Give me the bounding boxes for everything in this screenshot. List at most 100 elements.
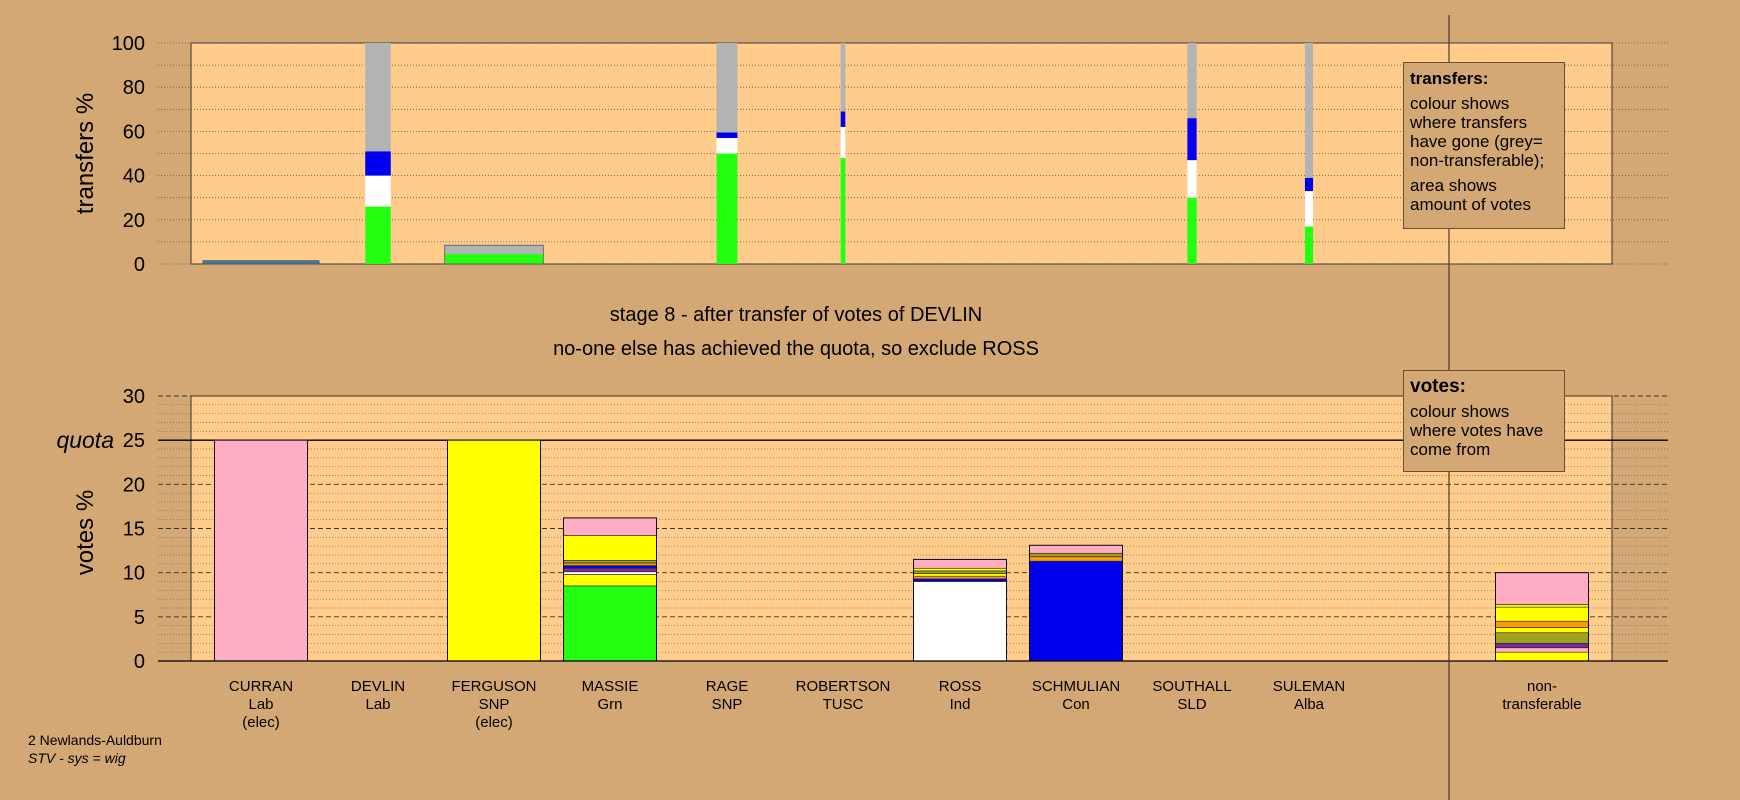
stage-title: stage 8 - after transfer of votes of DEV… bbox=[609, 304, 983, 326]
candidate-name: CURRAN bbox=[228, 678, 294, 695]
candidate-label: DEVLIN Lab bbox=[313, 678, 443, 714]
transfers-legend-text: colour shows where transfers have gone (… bbox=[1410, 94, 1545, 170]
transfers-bar-segment bbox=[1187, 197, 1197, 264]
transfers-bar-segment bbox=[365, 175, 391, 207]
candidate-label: ROSS Ind bbox=[895, 678, 1025, 714]
transfers-bar-segment bbox=[840, 157, 846, 264]
transfers-bar-segment bbox=[716, 43, 738, 133]
votes-bar-segment bbox=[1029, 556, 1123, 562]
nontransferable-label-line2: transferable bbox=[1502, 696, 1582, 713]
candidate-label: CURRAN Lab (elec) bbox=[196, 678, 326, 732]
candidate-label: MASSIE Grn bbox=[545, 678, 675, 714]
transfers-bar-segment bbox=[1304, 43, 1314, 178]
candidate-name: SULEMAN bbox=[1272, 678, 1346, 695]
candidate-label: SOUTHALL SLD bbox=[1127, 678, 1257, 714]
candidate-name: ROSS bbox=[938, 678, 982, 695]
transfers-bar-segment bbox=[365, 43, 391, 152]
votes-bar-segment bbox=[214, 439, 308, 662]
votes-bar-segment bbox=[913, 578, 1007, 582]
transfers-bar-segment bbox=[1304, 177, 1314, 192]
votes-bar-segment bbox=[1029, 552, 1123, 558]
candidate-label: SULEMAN Alba bbox=[1244, 678, 1374, 714]
votes-bar-segment bbox=[1029, 544, 1123, 554]
transfers-bar-segment bbox=[365, 206, 391, 264]
stv-system: STV - sys = wig bbox=[28, 750, 126, 766]
transfers-y-tick: 40 bbox=[123, 166, 145, 188]
transfers-y-axis-label: transfers % bbox=[72, 93, 99, 214]
quota-label: quota bbox=[56, 427, 114, 453]
candidate-label: SCHMULIAN Con bbox=[1011, 678, 1141, 714]
candidate-name: RAGE bbox=[705, 678, 749, 695]
votes-y-axis-label: votes % bbox=[72, 490, 99, 575]
transfers-bar-segment bbox=[840, 126, 846, 158]
transfers-bar-segment bbox=[716, 132, 738, 139]
votes-bar-segment bbox=[913, 567, 1007, 572]
transfers-bar-segment bbox=[1187, 43, 1197, 119]
transfers-y-tick: 60 bbox=[123, 121, 145, 143]
candidate-party: TUSC bbox=[822, 696, 864, 713]
votes-y-tick: 0 bbox=[134, 651, 145, 673]
candidate-party: Con bbox=[1062, 696, 1090, 713]
transfers-bar-segment bbox=[444, 254, 544, 264]
ward-name: 2 Newlands-Auldburn bbox=[28, 732, 162, 748]
transfers-bar-outline bbox=[202, 260, 320, 265]
transfers-bar-segment bbox=[203, 260, 319, 264]
candidate-name: SOUTHALL bbox=[1152, 678, 1232, 695]
votes-y-tick: 10 bbox=[123, 563, 145, 585]
transfers-bar-segment bbox=[840, 111, 846, 127]
votes-legend: votes: colour shows where votes have com… bbox=[1403, 370, 1565, 472]
candidate-label: RAGE SNP bbox=[662, 678, 792, 714]
votes-legend-text: colour shows where votes have come from bbox=[1410, 402, 1544, 459]
votes-bar-segment bbox=[1495, 647, 1589, 653]
votes-bar-segment bbox=[1029, 560, 1123, 662]
votes-bar-segment bbox=[1495, 651, 1589, 662]
votes-bar-segment bbox=[1495, 627, 1589, 634]
votes-y-tick: 15 bbox=[123, 519, 145, 541]
votes-bar-segment bbox=[1495, 632, 1589, 644]
votes-bar-segment bbox=[563, 562, 657, 566]
candidate-party: Grn bbox=[597, 696, 623, 713]
votes-bar-segment bbox=[563, 571, 657, 575]
candidate-party: SLD bbox=[1177, 696, 1207, 713]
transfers-y-tick: 80 bbox=[123, 77, 145, 99]
transfers-y-tick: 100 bbox=[112, 33, 145, 55]
votes-y-tick: 25 bbox=[123, 430, 145, 452]
transfers-bar-segment bbox=[444, 245, 544, 255]
votes-bar-segment bbox=[563, 574, 657, 587]
candidate-party: SNP bbox=[711, 696, 743, 713]
candidate-name: DEVLIN bbox=[350, 678, 406, 695]
nontransferable-label: non- transferable bbox=[1477, 678, 1607, 714]
votes-legend-title: votes: bbox=[1410, 376, 1466, 397]
votes-bar-segment bbox=[913, 575, 1007, 580]
votes-bar-segment bbox=[1495, 572, 1589, 605]
candidate-label: ROBERTSON TUSC bbox=[778, 678, 908, 714]
candidate-status: (elec) bbox=[475, 714, 513, 731]
votes-bar-segment bbox=[1495, 604, 1589, 608]
votes-bar-segment bbox=[563, 567, 657, 573]
votes-bar-segment bbox=[563, 517, 657, 536]
votes-bar-segment bbox=[1495, 620, 1589, 628]
votes-bar-segment bbox=[563, 585, 657, 662]
votes-bar-segment bbox=[563, 559, 657, 564]
candidate-name: ROBERTSON bbox=[795, 678, 891, 695]
votes-bar-segment bbox=[913, 581, 1007, 662]
transfers-legend-title: transfers: bbox=[1410, 69, 1489, 88]
stage-subtitle: no-one else has achieved the quota, so e… bbox=[553, 338, 1039, 360]
transfers-bar-segment bbox=[1304, 191, 1314, 227]
candidate-status: (elec) bbox=[242, 714, 280, 731]
transfers-bar-segment bbox=[1304, 226, 1314, 264]
candidate-party: Lab bbox=[248, 696, 274, 713]
transfers-y-tick: 20 bbox=[123, 210, 145, 232]
candidate-name: MASSIE bbox=[581, 678, 639, 695]
candidate-party: Alba bbox=[1293, 696, 1325, 713]
votes-bar-segment bbox=[913, 559, 1007, 569]
votes-bar-segment bbox=[1495, 643, 1589, 649]
transfers-bar-outline bbox=[444, 244, 544, 265]
votes-bar-segment bbox=[563, 535, 657, 561]
candidate-label: FERGUSON SNP (elec) bbox=[429, 678, 559, 732]
transfers-bar-segment bbox=[1187, 160, 1197, 198]
transfers-bar-segment bbox=[365, 151, 391, 176]
candidate-party: Ind bbox=[949, 696, 971, 713]
transfers-legend: transfers: colour shows where transfers … bbox=[1403, 62, 1565, 229]
